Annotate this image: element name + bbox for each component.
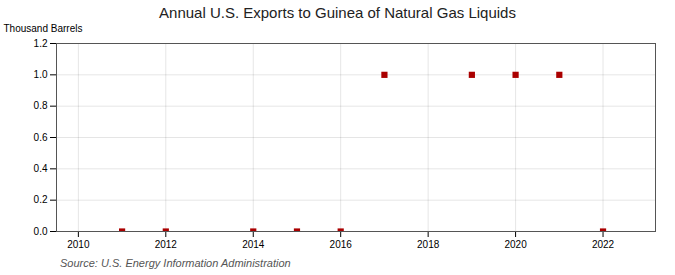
- html-text:Source: U.S. Energy Informatio: Source: U.S. Energy Information Administ…: [60, 257, 291, 269]
- svg-text:2018: 2018: [417, 239, 440, 250]
- svg-text:0.2: 0.2: [34, 194, 48, 205]
- svg-text:0.0: 0.0: [34, 226, 48, 237]
- svg-text:Thousand Barrels: Thousand Barrels: [4, 23, 83, 34]
- svg-text:2022: 2022: [592, 239, 615, 250]
- svg-text:2014: 2014: [242, 239, 265, 250]
- svg-text:2012: 2012: [155, 239, 178, 250]
- svg-text:2016: 2016: [330, 239, 353, 250]
- html-text:Annual U.S. Exports to Guinea: Annual U.S. Exports to Guinea of Natural…: [159, 4, 516, 21]
- svg-text:0.4: 0.4: [34, 163, 48, 174]
- svg-text:2010: 2010: [67, 239, 90, 250]
- svg-text:0.6: 0.6: [34, 132, 48, 143]
- svg-text:0.8: 0.8: [34, 100, 48, 111]
- svg-text:1.2: 1.2: [34, 38, 48, 49]
- svg-text:1.0: 1.0: [34, 69, 48, 80]
- svg-text:2020: 2020: [504, 239, 527, 250]
